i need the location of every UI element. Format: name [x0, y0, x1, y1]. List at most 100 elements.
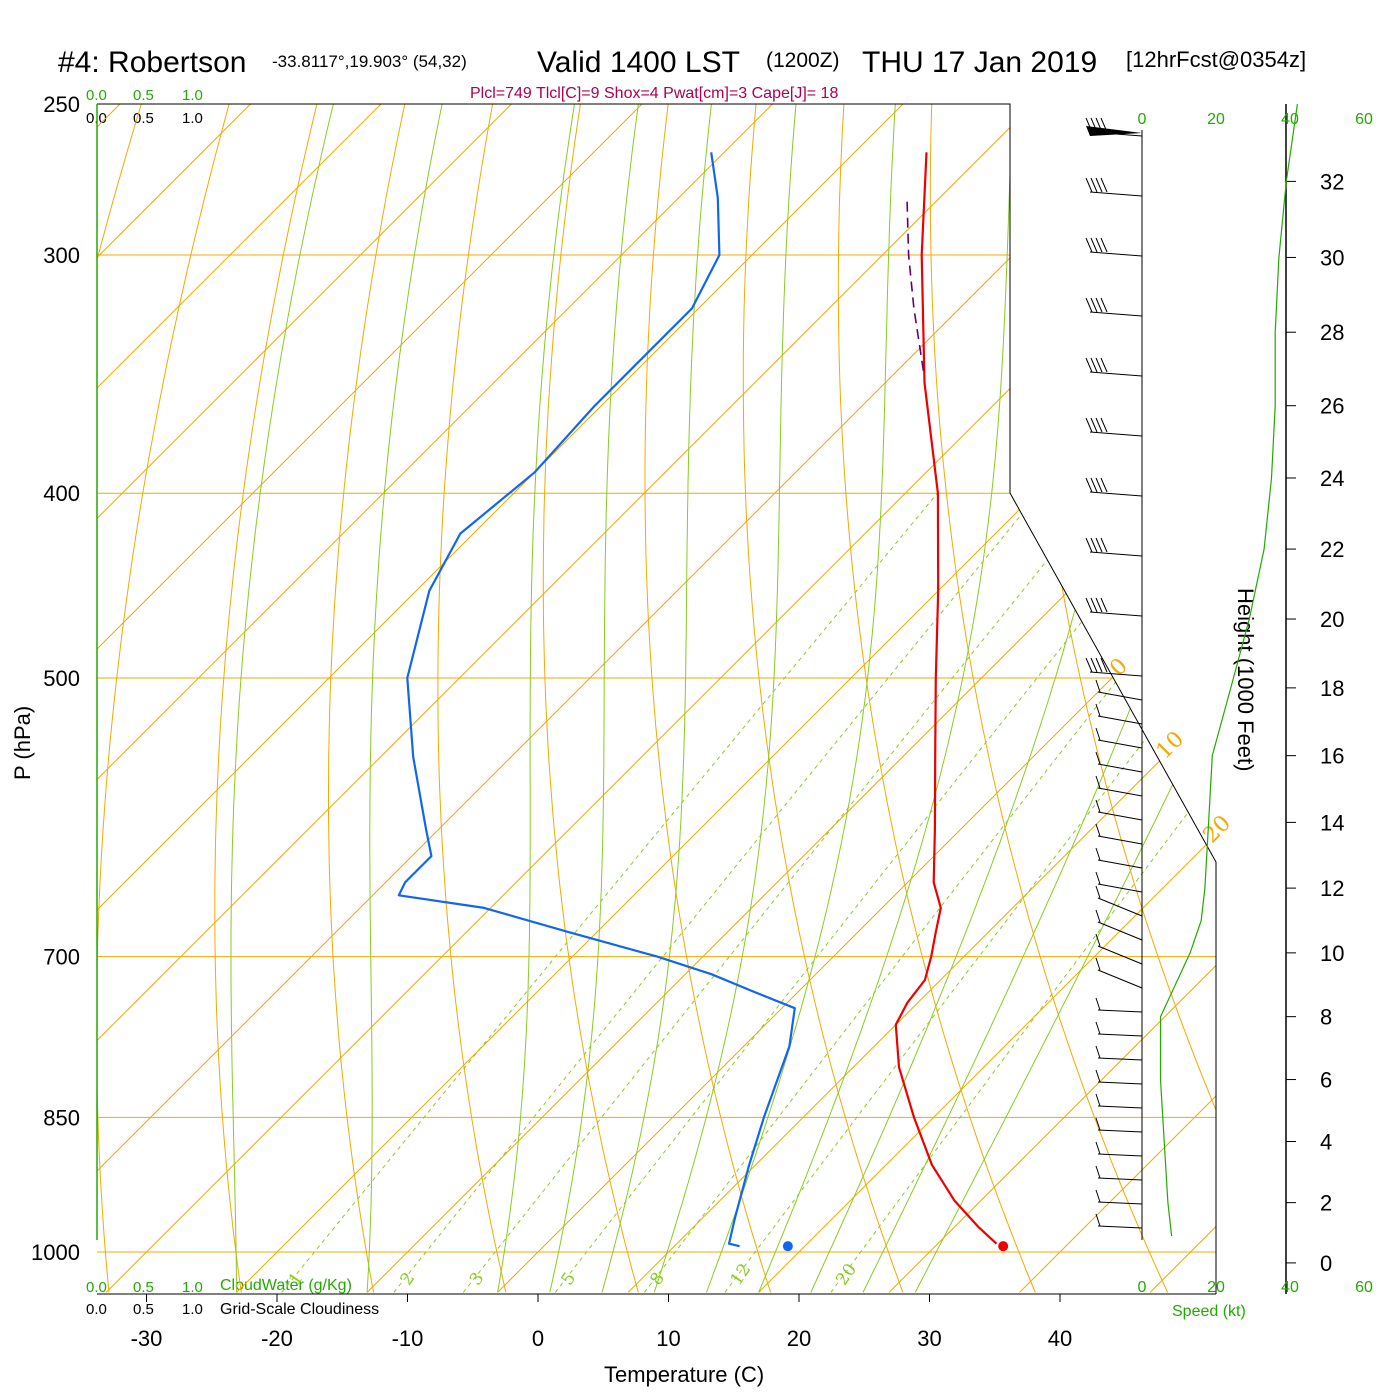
background-lines — [0, 0, 1216, 1293]
cloudiness-scale-05-top: 0.5 — [133, 110, 154, 127]
wind-barb — [1089, 191, 1143, 197]
mixing-ratio-label: 5 — [558, 1269, 581, 1289]
wind-barb — [1089, 311, 1143, 317]
speed-axis-label: Speed (kt) — [1172, 1303, 1246, 1320]
wind-barb-feather — [1085, 657, 1093, 673]
wind-barb — [1097, 969, 1143, 989]
wind-barb — [1097, 897, 1143, 917]
temperature-tick-label: -20 — [261, 1326, 293, 1351]
wind-barb-feather — [1095, 1141, 1101, 1155]
cloudwater-scale-1-bottom: 1.0 — [182, 1279, 203, 1296]
moist-adiabat — [497, 104, 610, 1293]
wind-barb — [1097, 883, 1143, 893]
isotherm-line — [0, 0, 44, 1292]
wind-barb-feather — [1100, 357, 1108, 373]
wind-barb-feather — [1090, 177, 1098, 193]
dry-adiabat — [1189, 104, 1216, 1293]
wind-barb-feather — [1095, 657, 1103, 673]
speed-tick-label-top: 60 — [1355, 111, 1373, 128]
moist-adiabat — [758, 104, 1024, 1293]
isotherm-line — [758, 104, 1216, 1293]
wind-barb-feather — [1085, 477, 1093, 493]
wind-barb-feather — [1095, 823, 1101, 837]
cloudwater-scale-05-top: 0.5 — [133, 87, 154, 104]
cloudwater-scale-0-top: 0.0 — [86, 87, 107, 104]
wind-barb-feather — [1095, 751, 1101, 765]
speed-tick-label-bottom: 20 — [1207, 1279, 1225, 1296]
surface-dewpoint-dot — [782, 1241, 793, 1252]
height-tick-label: 6 — [1320, 1068, 1332, 1093]
wind-barb-feather — [1095, 1189, 1101, 1203]
station-coords: -33.8117°,19.903° (54,32) — [272, 52, 467, 71]
height-tick-label: 8 — [1320, 1005, 1332, 1030]
isotherm-line — [97, 104, 567, 1293]
wind-barb — [1089, 431, 1143, 437]
wind-barb — [1089, 371, 1143, 377]
wind-speed-line — [1159, 103, 1298, 1236]
wind-barb — [1097, 1105, 1143, 1109]
wind-barb — [1097, 945, 1143, 965]
pressure-tick-label: 400 — [43, 481, 80, 506]
height-tick-label: 10 — [1320, 941, 1344, 966]
moist-adiabat — [601, 104, 739, 1293]
temperature-tick-label: 10 — [656, 1326, 680, 1351]
y-axis-label: P (hPa) — [10, 706, 35, 780]
isotherm-label-right: 0 — [1105, 654, 1133, 682]
wind-barb-feather — [1095, 909, 1101, 923]
dry-adiabat — [929, 104, 1169, 1293]
wind-barbs — [1085, 117, 1143, 1229]
plot-frame — [97, 103, 1217, 1294]
wind-barb-feather — [1095, 885, 1101, 899]
dry-adiabat — [97, 104, 202, 1293]
wind-barb-feather — [1095, 357, 1103, 373]
valid-time: Valid 1400 LST — [537, 46, 740, 79]
wind-barb-feather — [1095, 1213, 1101, 1227]
cloudwater-scale-1-top: 1.0 — [182, 87, 203, 104]
isotherm-line — [97, 104, 958, 1293]
forecast-info: [12hrFcst@0354z] — [1126, 47, 1306, 72]
dewpoint-line — [397, 152, 796, 1248]
wind-barb-feather — [1095, 1069, 1101, 1083]
isotherm-line — [97, 104, 1089, 1293]
wind-barb-feather — [1095, 847, 1101, 861]
speed-tick-label-top: 0 — [1138, 111, 1147, 128]
moist-adiabat — [914, 104, 1216, 1293]
mixing-ratio-line — [281, 492, 938, 1293]
y2-axis-label: Height (1000 Feet) — [1233, 588, 1258, 771]
x-axis-label: Temperature (C) — [604, 1362, 764, 1387]
moist-adiabat — [653, 104, 818, 1293]
height-tick-label: 32 — [1320, 169, 1344, 194]
dry-adiabat — [542, 104, 639, 1293]
wind-barb-feather — [1100, 597, 1108, 613]
cloudwater-label: CloudWater (g/Kg) — [220, 1277, 352, 1294]
wind-barb-feather — [1100, 297, 1108, 313]
speed-tick-label-bottom: 0 — [1138, 1279, 1147, 1296]
wind-barb — [1097, 763, 1143, 773]
pressure-tick-label: 700 — [43, 945, 80, 970]
moist-adiabat — [549, 104, 670, 1293]
wind-barb-feather — [1095, 597, 1103, 613]
dry-adiabat — [214, 104, 367, 1293]
moist-adiabat — [366, 104, 486, 1293]
wind-barb-feather — [1095, 727, 1101, 741]
wind-barb — [1097, 715, 1143, 725]
mixing-ratio-line — [554, 492, 1185, 1293]
wind-barb-feather — [1095, 703, 1101, 717]
wind-barb-feather — [1090, 237, 1098, 253]
temperature-tick-label: 20 — [787, 1326, 811, 1351]
station-title: #4: Robertson — [58, 46, 246, 79]
temperature-line — [894, 152, 998, 1245]
height-tick-label: 18 — [1320, 676, 1344, 701]
valid-date: THU 17 Jan 2019 — [862, 46, 1097, 79]
zulu-time: (1200Z) — [766, 49, 840, 72]
wind-barb-feather — [1090, 297, 1098, 313]
wind-barb-feather — [1100, 537, 1108, 553]
wind-barb — [1097, 1033, 1143, 1037]
height-tick-label: 16 — [1320, 744, 1344, 769]
sounding-indices: Plcl=749 Tlcl[C]=9 Shox=4 Pwat[cm]=3 Cap… — [470, 85, 838, 102]
isotherm-line — [97, 104, 828, 1293]
cloudiness-scale-1-top: 1.0 — [182, 110, 203, 127]
wind-barb-feather — [1095, 957, 1101, 971]
wind-barb-feather — [1085, 297, 1093, 313]
